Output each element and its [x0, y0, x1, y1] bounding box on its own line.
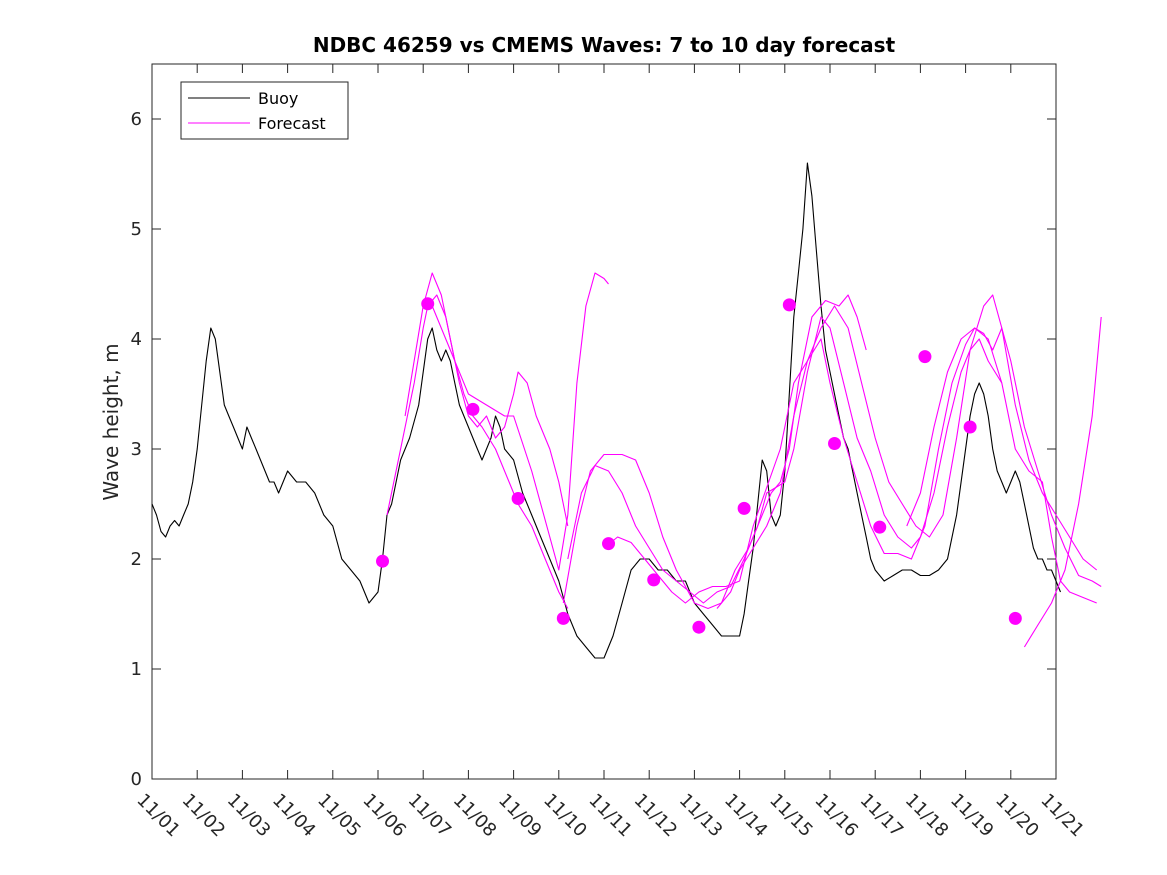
forecast-series-line-2	[404, 272, 569, 527]
axes-box	[151, 63, 1057, 780]
x-tick-label: 11/08	[449, 790, 501, 842]
x-tick-label: 11/17	[856, 790, 908, 842]
chart-title: NDBC 46259 vs CMEMS Waves: 7 to 10 day f…	[313, 33, 896, 57]
y-tick-label: 6	[131, 109, 142, 130]
x-tick-label: 11/05	[313, 790, 365, 842]
y-axis-label: Wave height, m	[99, 343, 123, 500]
x-tick-label: 11/18	[901, 790, 953, 842]
forecast-start-marker-1	[421, 297, 435, 311]
y-tick-label: 0	[131, 769, 142, 790]
forecast-start-marker-13	[963, 420, 977, 434]
y-tick-label: 1	[131, 659, 142, 680]
x-tick-label: 11/03	[223, 790, 275, 842]
forecast-start-marker-2	[466, 402, 480, 416]
y-tick-label: 3	[131, 439, 142, 460]
x-tick-label: 11/04	[268, 790, 320, 842]
forecast-series-line-6	[603, 327, 1102, 604]
forecast-series-line-9	[1023, 316, 1102, 648]
x-tick-label: 11/13	[675, 790, 727, 842]
legend-forecast-label: Forecast	[258, 114, 326, 133]
x-tick-label: 11/06	[358, 790, 410, 842]
x-tick-label: 11/11	[584, 790, 636, 842]
forecast-start-marker-4	[556, 611, 570, 625]
x-tick-label: 11/02	[178, 790, 230, 842]
series-layer	[151, 162, 1102, 659]
buoy-series-line	[151, 162, 1062, 659]
forecast-start-marker-0	[376, 554, 390, 568]
forecast-start-marker-11	[873, 520, 887, 534]
x-tick-label: 11/20	[991, 790, 1043, 842]
forecast-series-line-3	[431, 272, 609, 571]
forecast-start-marker-10	[828, 437, 842, 450]
legend: Buoy Forecast	[180, 81, 349, 140]
y-tick-label: 4	[131, 329, 142, 350]
x-tick-label: 11/07	[404, 790, 456, 842]
x-tick-label: 11/12	[630, 790, 682, 842]
x-tick-label: 11/21	[1036, 790, 1088, 842]
y-tick-label: 5	[131, 219, 142, 240]
forecast-series-line-4	[562, 294, 867, 610]
x-tick-label: 11/16	[810, 790, 862, 842]
forecast-start-marker-12	[918, 350, 932, 364]
forecast-start-marker-7	[692, 620, 706, 634]
forecast-start-marker-5	[602, 537, 616, 551]
x-tick-label: 11/10	[539, 790, 591, 842]
forecast-series-line-7	[716, 294, 1098, 609]
forecast-series-line-5	[567, 316, 1003, 604]
x-tick-label: 11/01	[132, 790, 184, 842]
plot-area: 012345611/0111/0211/0311/0411/0511/0611/…	[131, 63, 1102, 842]
x-tick-label: 11/09	[494, 790, 546, 842]
legend-buoy-label: Buoy	[258, 89, 298, 108]
forecast-start-marker-14	[1008, 611, 1022, 625]
x-tick-label: 11/15	[765, 790, 817, 842]
x-tick-label: 11/19	[946, 790, 998, 842]
marker-layer	[376, 297, 1022, 634]
y-tick-label: 2	[131, 549, 142, 570]
forecast-start-marker-6	[647, 573, 661, 587]
forecast-start-marker-3	[511, 492, 525, 505]
x-tick-label: 11/14	[720, 790, 772, 842]
forecast-series-line-8	[906, 327, 1097, 604]
legend-box	[180, 81, 349, 140]
forecast-start-marker-9	[782, 298, 796, 312]
forecast-start-marker-8	[737, 501, 751, 515]
